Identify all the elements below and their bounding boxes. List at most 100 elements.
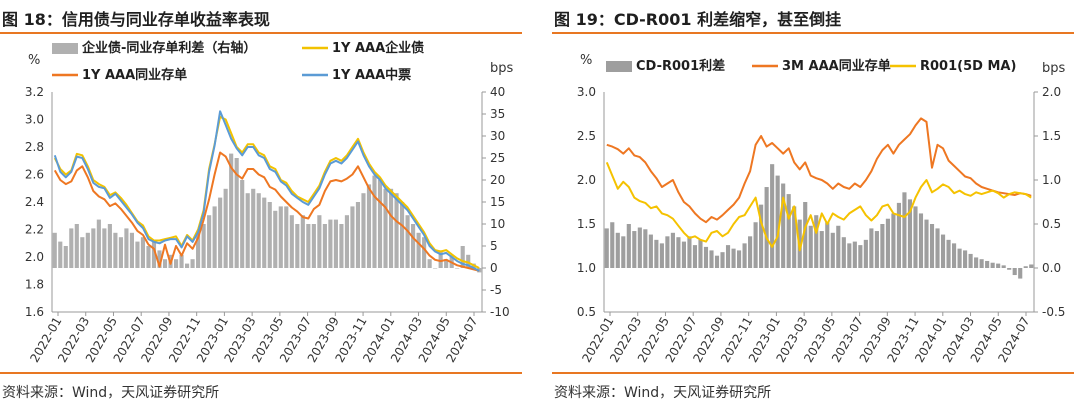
- spread-bar: [344, 215, 350, 268]
- spread-bar: [63, 246, 68, 268]
- spread-bar: [1007, 268, 1012, 270]
- spread-bar: [444, 259, 449, 268]
- spread-bar: [957, 248, 962, 268]
- spread-bar: [135, 241, 140, 268]
- right-tick-label: 0: [490, 261, 498, 275]
- spread-bar: [383, 188, 388, 268]
- spread-bar: [836, 225, 841, 268]
- right-tick-label: 10: [490, 217, 505, 231]
- spread-bar: [665, 236, 670, 268]
- legend-label: 1Y AAA同业存单: [82, 67, 187, 83]
- spread-bar: [350, 206, 355, 268]
- spread-bar: [709, 250, 714, 268]
- spread-bar: [102, 228, 107, 268]
- spread-bar: [207, 215, 212, 268]
- right-tick-label: 20: [490, 173, 505, 187]
- spread-bar: [670, 232, 675, 268]
- spread-bar: [201, 224, 206, 268]
- right-unit-label: bps: [1042, 61, 1066, 76]
- spread-bar: [361, 193, 366, 268]
- spread-bar: [924, 219, 929, 268]
- left-tick-label: 2.6: [25, 168, 44, 182]
- spread-bar: [129, 232, 135, 268]
- spread-bar: [698, 239, 703, 268]
- right-tick-label: -10: [490, 305, 510, 319]
- left-tick-label: 1.6: [25, 305, 44, 319]
- spread-bar: [284, 206, 289, 268]
- right-tick-label: 40: [490, 85, 505, 99]
- spread-bar: [107, 224, 112, 268]
- spread-bar: [891, 213, 896, 268]
- title-rule: [0, 32, 522, 34]
- spread-bar: [438, 250, 443, 268]
- legend-label: 3M AAA同业存单: [782, 58, 891, 74]
- spread-bar: [85, 232, 90, 268]
- spread-bar: [240, 180, 245, 268]
- spread-bar: [637, 227, 642, 268]
- spread-bar: [339, 224, 344, 268]
- right-tick-label: 35: [490, 107, 505, 121]
- spread-bar: [311, 224, 316, 268]
- spread-chart: % bps 0.5 1.0 1.5 2.0 2.5 3.0 -0.5 0.0 0.5 1.0 1.5 2.…: [577, 53, 1066, 365]
- spread-bar: [979, 259, 984, 268]
- left-tick-label: 3.0: [577, 85, 596, 99]
- spread-bar: [184, 263, 190, 268]
- spread-bar: [610, 222, 615, 268]
- spread-bar: [377, 180, 383, 268]
- spread-bar: [267, 202, 272, 268]
- spread-bar: [399, 202, 405, 268]
- left-tick-label: 1.8: [25, 278, 44, 292]
- spread-bar: [262, 197, 267, 268]
- right-tick-label: 1.0: [1042, 173, 1061, 187]
- spread-bar: [808, 225, 813, 268]
- spread-bar: [295, 224, 300, 268]
- spread-bar: [196, 232, 201, 268]
- spread-bar: [759, 204, 764, 268]
- spread-bar: [896, 202, 902, 268]
- right-tick-label: 5: [490, 239, 498, 253]
- series-line: [53, 110, 480, 272]
- spread-bar: [74, 224, 79, 268]
- spread-bar: [968, 253, 973, 268]
- left-unit-label: %: [28, 53, 40, 68]
- spread-bar: [245, 193, 250, 268]
- spread-bar: [256, 193, 261, 268]
- spread-bar: [626, 224, 631, 268]
- spread-bar: [96, 219, 101, 268]
- right-tick-label: 30: [490, 129, 505, 143]
- spread-bar: [775, 175, 780, 268]
- spread-bar: [1018, 268, 1023, 279]
- spread-bar: [273, 210, 278, 268]
- spread-bar: [1023, 266, 1028, 268]
- source-note: 资料来源：Wind，天风证券研究所: [554, 385, 772, 401]
- spread-bar: [692, 245, 698, 268]
- spread-bar: [985, 260, 990, 268]
- spread-bar: [874, 231, 879, 268]
- spread-bar: [736, 250, 742, 268]
- right-unit-label: bps: [490, 61, 514, 76]
- spread-bar: [996, 263, 1001, 268]
- left-unit-label: %: [580, 53, 592, 68]
- right-tick-label: 0.0: [1042, 261, 1061, 275]
- left-tick-label: 1.5: [577, 217, 596, 231]
- spread-bar: [703, 246, 709, 268]
- legend-swatch: [52, 43, 78, 54]
- spread-bar: [372, 175, 377, 268]
- spread-bar: [422, 237, 427, 268]
- spread-bar: [940, 234, 946, 268]
- right-tick-label: 0.5: [1042, 217, 1061, 231]
- legend-label: 1Y AAA中票: [332, 67, 411, 83]
- left-tick-label: 2.0: [25, 250, 44, 264]
- right-tick-label: -5: [490, 283, 502, 297]
- spread-bar: [748, 236, 753, 268]
- spread-bar: [411, 224, 416, 268]
- spread-bar: [118, 237, 123, 268]
- spread-bar: [58, 241, 63, 268]
- spread-bar: [858, 245, 863, 268]
- spread-bar: [52, 232, 57, 268]
- spread-bar: [885, 218, 890, 268]
- spread-bar: [317, 215, 322, 268]
- left-tick-label: 2.2: [25, 223, 44, 237]
- spread-bar: [151, 241, 157, 268]
- source-rule: [552, 372, 1074, 374]
